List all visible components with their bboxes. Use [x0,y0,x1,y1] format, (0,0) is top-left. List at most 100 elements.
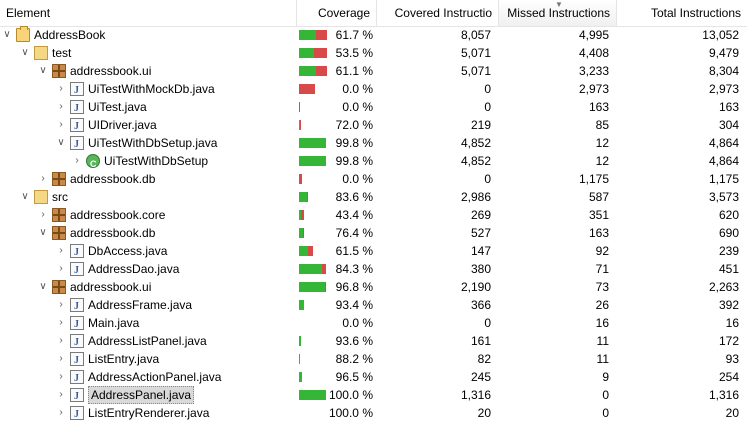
element-name: ListEntryRenderer.java [88,406,210,420]
column-header-total[interactable]: Total Instructions [650,6,741,20]
coverage-bar [299,264,326,274]
element-name: addressbook.db [70,172,156,186]
column-header-covered[interactable]: Covered Instructio [377,0,499,26]
coverage-bar [299,30,327,40]
table-row[interactable]: › AddressPanel.java 100.0 % 1,316 0 1,316 [0,386,747,404]
element-name: ListEntry.java [88,352,160,366]
chevron-down-icon[interactable]: ∨ [39,227,47,238]
table-row[interactable]: › ListEntry.java 88.2 % 82 11 93 [0,350,747,368]
missed-instructions: 12 [595,136,609,150]
coverage-bar-missed [307,192,308,202]
table-row[interactable]: ∨ src 83.6 % 2,986 587 3,573 [0,188,747,206]
java-icon [70,298,84,314]
chevron-right-icon[interactable]: › [59,101,63,112]
element-cell: › UiTest.java [0,98,297,116]
covered-instructions: 82 [477,352,491,366]
chevron-right-icon[interactable]: › [59,371,63,382]
table-row[interactable]: › DbAccess.java 61.5 % 147 92 239 [0,242,747,260]
table-row[interactable]: › addressbook.db 0.0 % 0 1,175 1,175 [0,170,747,188]
chevron-down-icon[interactable]: ∨ [57,137,65,148]
table-row[interactable]: › AddressFrame.java 93.4 % 366 26 392 [0,296,747,314]
element-name: AddressActionPanel.java [88,370,222,384]
table-row[interactable]: › Main.java 0.0 % 0 16 16 [0,314,747,332]
missed-instructions: 1,175 [578,172,609,186]
coverage-percent: 61.1 % [335,64,373,78]
chevron-right-icon[interactable]: › [59,83,63,94]
column-header-coverage[interactable]: Coverage [297,0,377,26]
missed-instructions: 351 [588,208,609,222]
table-row[interactable]: ∨ addressbook.ui 61.1 % 5,071 3,233 8,304 [0,62,747,80]
element-name: addressbook.ui [70,280,152,294]
table-row[interactable]: › addressbook.core 43.4 % 269 351 620 [0,206,747,224]
total-instructions: 13,052 [702,28,739,42]
table-row[interactable]: ∨ UiTestWithDbSetup.java 99.8 % 4,852 12 4,86… [0,134,747,152]
coverage-percent: 72.0 % [335,118,373,132]
chevron-right-icon[interactable]: › [41,173,45,184]
table-row[interactable]: ∨ AddressBook 61.7 % 8,057 4,995 13,052 [0,26,747,44]
table-row[interactable]: › UiTest.java 0.0 % 0 163 163 [0,98,747,116]
coverage-percent: 99.8 % [335,154,373,168]
coverage-bar [299,336,301,346]
coverage-cell: 61.1 % [297,62,377,80]
table-row[interactable]: › UiTestWithDbSetup 99.8 % 4,852 12 4,864 [0,152,747,170]
missed-instructions: 2,973 [578,82,609,96]
table-row[interactable]: ∨ addressbook.ui 96.8 % 2,190 73 2,263 [0,278,747,296]
chevron-right-icon[interactable]: › [41,209,45,220]
total-instructions: 690 [718,226,739,240]
table-row[interactable]: › AddressDao.java 84.3 % 380 71 451 [0,260,747,278]
coverage-bar [299,246,313,256]
chevron-right-icon[interactable]: › [59,335,63,346]
missed-instructions: 163 [588,226,609,240]
table-row[interactable]: › AddressListPanel.java 93.6 % 161 11 172 [0,332,747,350]
chevron-right-icon[interactable]: › [75,155,79,166]
covered-instructions: 219 [470,118,491,132]
chevron-right-icon[interactable]: › [59,245,63,256]
table-row[interactable]: ∨ addressbook.db 76.4 % 527 163 690 [0,224,747,242]
chevron-right-icon[interactable]: › [59,317,63,328]
column-header-element[interactable]: Element [0,0,297,26]
missed-instructions: 16 [595,316,609,330]
coverage-cell: 0.0 % [297,98,377,116]
coverage-cell: 100.0 % [297,386,377,404]
element-name: UiTestWithDbSetup.java [88,136,218,150]
chevron-down-icon[interactable]: ∨ [21,47,29,58]
coverage-bar-missed [316,66,327,76]
chevron-right-icon[interactable]: › [59,407,63,418]
table-row[interactable]: ∨ test 53.5 % 5,071 4,408 9,479 [0,44,747,62]
coverage-cell: 72.0 % [297,116,377,134]
class-icon [86,154,100,170]
chevron-right-icon[interactable]: › [59,389,63,400]
element-cell: › Main.java [0,314,297,332]
coverage-cell: 96.8 % [297,278,377,296]
coverage-bar-missed [301,210,304,220]
missed-instructions: 26 [595,298,609,312]
table-row[interactable]: › UIDriver.java 72.0 % 219 85 304 [0,116,747,134]
chevron-right-icon[interactable]: › [59,353,63,364]
covered-instructions: 0 [484,172,491,186]
project-icon [16,26,30,42]
element-cell: › ListEntry.java [0,350,297,368]
chevron-down-icon[interactable]: ∨ [21,191,29,202]
chevron-down-icon[interactable]: ∨ [39,281,47,292]
java-icon [70,118,84,134]
chevron-down-icon[interactable]: ∨ [39,65,47,76]
column-header-missed[interactable]: Missed Instructions [499,0,617,26]
coverage-cell: 61.5 % [297,242,377,260]
missed-instructions: 92 [595,244,609,258]
total-instructions: 8,304 [708,64,739,78]
table-row[interactable]: › ListEntryRenderer.java 100.0 % 20 0 20 [0,404,747,422]
chevron-right-icon[interactable]: › [59,119,63,130]
chevron-right-icon[interactable]: › [59,299,63,310]
covered-instructions: 4,852 [460,154,491,168]
covered-instructions: 147 [470,244,491,258]
covered-instructions: 245 [470,370,491,384]
chevron-right-icon[interactable]: › [59,263,63,274]
table-header: Element Coverage Covered Instructio Miss… [0,0,747,27]
total-instructions: 4,864 [708,136,739,150]
table-row[interactable]: › UiTestWithMockDb.java 0.0 % 0 2,973 2,973 [0,80,747,98]
coverage-percent: 0.0 % [342,316,373,330]
table-row[interactable]: › AddressActionPanel.java 96.5 % 245 9 254 [0,368,747,386]
chevron-down-icon[interactable]: ∨ [3,29,11,40]
missed-instructions: 3,233 [578,64,609,78]
package-icon [52,172,66,186]
